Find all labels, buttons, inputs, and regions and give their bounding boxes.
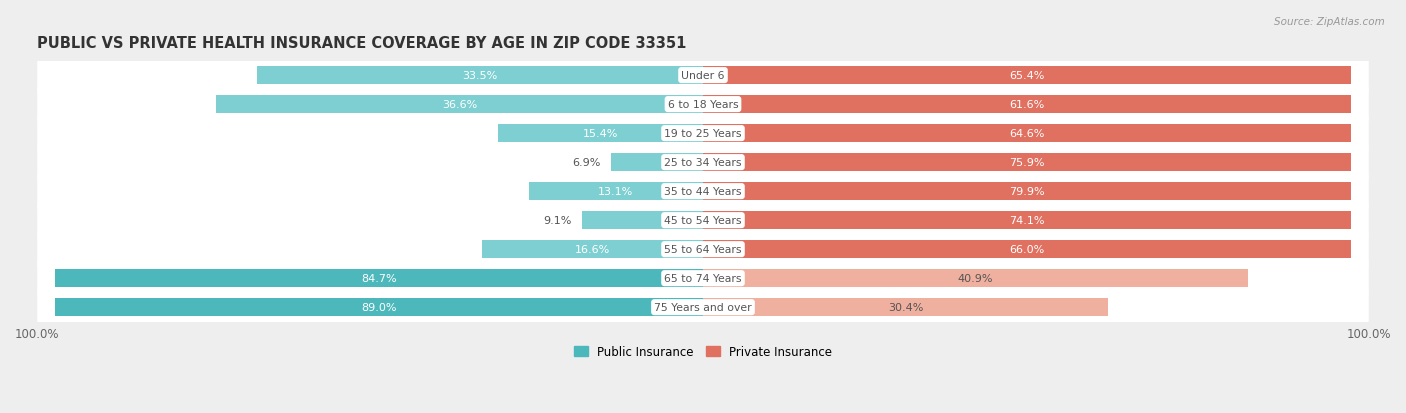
Text: 35 to 44 Years: 35 to 44 Years <box>664 187 742 197</box>
Text: 66.0%: 66.0% <box>1010 244 1045 254</box>
Text: 30.4%: 30.4% <box>887 302 924 312</box>
Text: 79.9%: 79.9% <box>1010 187 1045 197</box>
Legend: Public Insurance, Private Insurance: Public Insurance, Private Insurance <box>569 340 837 363</box>
Bar <box>257 67 703 85</box>
Text: 9.1%: 9.1% <box>543 216 571 225</box>
FancyBboxPatch shape <box>37 55 1369 97</box>
Bar <box>703 299 1108 316</box>
Bar <box>703 67 1351 85</box>
Bar <box>612 154 703 172</box>
FancyBboxPatch shape <box>37 199 1369 242</box>
FancyBboxPatch shape <box>37 170 1369 213</box>
Bar <box>55 299 703 316</box>
Bar <box>498 125 703 143</box>
Text: 45 to 54 Years: 45 to 54 Years <box>664 216 742 225</box>
Bar <box>215 96 703 114</box>
Text: Source: ZipAtlas.com: Source: ZipAtlas.com <box>1274 17 1385 26</box>
Bar <box>703 96 1351 114</box>
Text: 89.0%: 89.0% <box>361 302 396 312</box>
Text: Under 6: Under 6 <box>682 71 724 81</box>
FancyBboxPatch shape <box>37 286 1369 329</box>
Bar <box>529 183 703 201</box>
Text: 25 to 34 Years: 25 to 34 Years <box>664 158 742 168</box>
Text: 75 Years and over: 75 Years and over <box>654 302 752 312</box>
Text: 13.1%: 13.1% <box>598 187 634 197</box>
FancyBboxPatch shape <box>37 228 1369 271</box>
FancyBboxPatch shape <box>37 83 1369 126</box>
Text: 74.1%: 74.1% <box>1010 216 1045 225</box>
Text: 65.4%: 65.4% <box>1010 71 1045 81</box>
Text: 65 to 74 Years: 65 to 74 Years <box>664 273 742 283</box>
Text: 75.9%: 75.9% <box>1010 158 1045 168</box>
Text: 84.7%: 84.7% <box>361 273 396 283</box>
Text: 36.6%: 36.6% <box>441 100 477 110</box>
Bar <box>703 211 1351 230</box>
Bar <box>703 241 1351 259</box>
FancyBboxPatch shape <box>37 257 1369 300</box>
FancyBboxPatch shape <box>37 112 1369 155</box>
Text: 33.5%: 33.5% <box>463 71 498 81</box>
Bar <box>55 270 703 287</box>
Text: 19 to 25 Years: 19 to 25 Years <box>664 129 742 139</box>
Text: 15.4%: 15.4% <box>582 129 619 139</box>
Text: 40.9%: 40.9% <box>957 273 993 283</box>
Bar <box>703 154 1351 172</box>
Text: 55 to 64 Years: 55 to 64 Years <box>664 244 742 254</box>
Text: 6.9%: 6.9% <box>572 158 600 168</box>
Text: PUBLIC VS PRIVATE HEALTH INSURANCE COVERAGE BY AGE IN ZIP CODE 33351: PUBLIC VS PRIVATE HEALTH INSURANCE COVER… <box>37 36 686 50</box>
FancyBboxPatch shape <box>37 141 1369 184</box>
Bar <box>582 211 703 230</box>
Text: 6 to 18 Years: 6 to 18 Years <box>668 100 738 110</box>
Text: 61.6%: 61.6% <box>1010 100 1045 110</box>
Text: 64.6%: 64.6% <box>1010 129 1045 139</box>
Bar <box>703 183 1351 201</box>
Bar <box>703 270 1247 287</box>
Text: 16.6%: 16.6% <box>575 244 610 254</box>
Bar <box>482 241 703 259</box>
Bar <box>703 125 1351 143</box>
